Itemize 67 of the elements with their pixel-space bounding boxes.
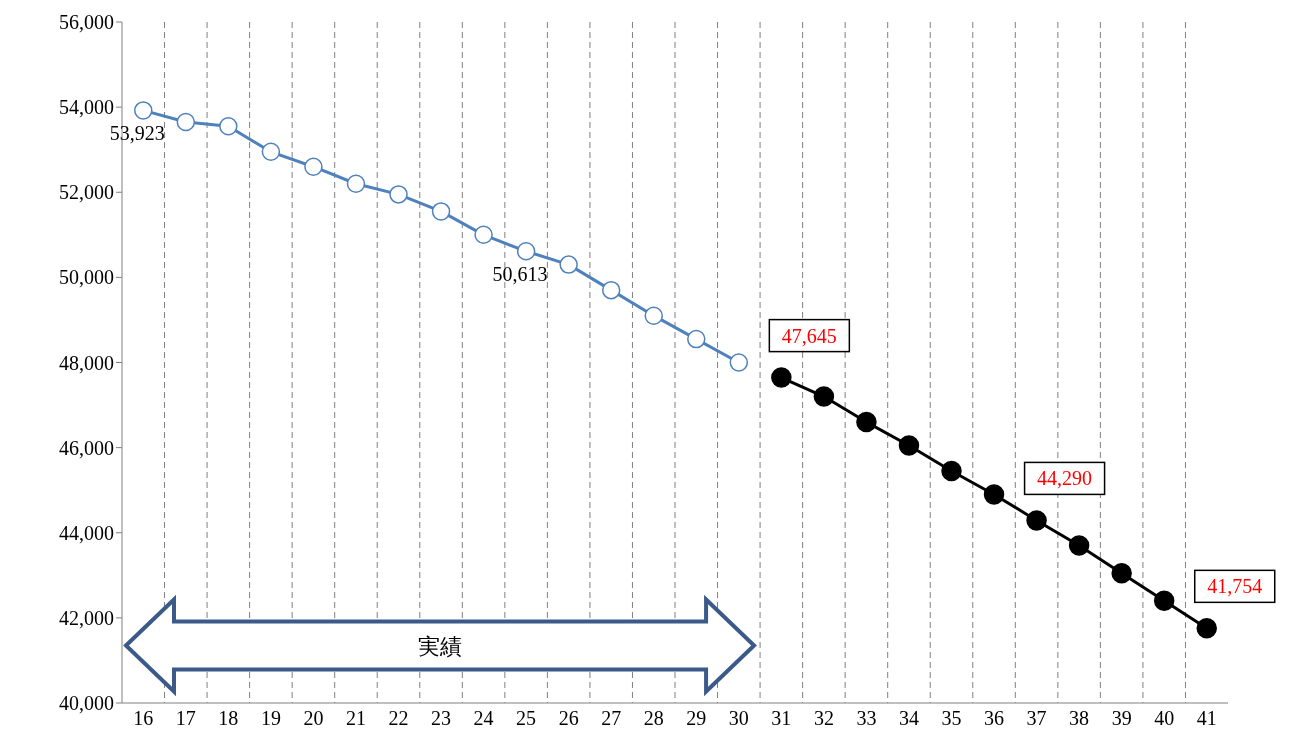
point bbox=[474, 225, 493, 245]
data-label: 41,754 bbox=[1207, 575, 1263, 598]
y-tick-label: 40,000 bbox=[59, 692, 114, 715]
x-tick-label: 24 bbox=[473, 707, 494, 730]
x-tick-label: 27 bbox=[601, 707, 622, 730]
annotation: 実績 bbox=[418, 633, 463, 659]
x-tick-label: 26 bbox=[558, 707, 579, 730]
point bbox=[304, 157, 323, 176]
x-tick-label: 20 bbox=[303, 707, 324, 730]
x-tick-label: 21 bbox=[345, 707, 366, 730]
point bbox=[729, 353, 749, 372]
y-tick-label: 52,000 bbox=[59, 181, 114, 204]
point bbox=[219, 117, 238, 136]
x-tick-label: 35 bbox=[941, 707, 962, 730]
x-tick-label: 30 bbox=[728, 707, 749, 730]
point bbox=[261, 142, 281, 162]
y-tick-label: 56,000 bbox=[59, 11, 114, 34]
data-label: 44,290 bbox=[1037, 467, 1093, 490]
x-tick-label: 37 bbox=[1026, 707, 1047, 730]
point bbox=[771, 367, 792, 388]
x-tick-label: 19 bbox=[260, 707, 281, 730]
x-tick-label: 33 bbox=[856, 707, 877, 730]
x-tick-label: 25 bbox=[516, 707, 537, 730]
data-label: 47,645 bbox=[781, 324, 837, 347]
point bbox=[1068, 535, 1090, 556]
data-label: 53,923 bbox=[109, 122, 165, 145]
point bbox=[134, 101, 153, 120]
x-tick-label: 39 bbox=[1111, 707, 1132, 730]
point bbox=[813, 386, 835, 407]
data-label: 50,613 bbox=[492, 263, 548, 286]
point bbox=[346, 174, 366, 193]
x-tick-label: 36 bbox=[984, 707, 1005, 730]
x-tick-label: 22 bbox=[388, 707, 409, 730]
point bbox=[644, 306, 663, 325]
point bbox=[1153, 590, 1175, 612]
x-tick-label: 34 bbox=[898, 707, 919, 730]
point bbox=[983, 484, 1005, 505]
x-tick-label: 38 bbox=[1069, 707, 1090, 730]
y-tick-label: 50,000 bbox=[59, 266, 114, 289]
x-tick-label: 31 bbox=[771, 707, 792, 730]
x-tick-label: 18 bbox=[218, 707, 239, 730]
point bbox=[941, 460, 962, 482]
x-tick-label: 23 bbox=[431, 707, 452, 730]
y-tick-label: 48,000 bbox=[59, 351, 114, 374]
x-tick-label: 29 bbox=[686, 707, 707, 730]
point bbox=[559, 255, 578, 274]
y-tick-label: 42,000 bbox=[59, 606, 114, 629]
point bbox=[389, 185, 408, 204]
point bbox=[431, 202, 451, 221]
x-tick-label: 41 bbox=[1196, 707, 1217, 730]
point bbox=[176, 112, 196, 132]
y-tick-label: 44,000 bbox=[59, 521, 114, 544]
point bbox=[1111, 562, 1132, 584]
point bbox=[856, 411, 877, 433]
y-tick-label: 54,000 bbox=[59, 96, 114, 119]
point bbox=[687, 329, 706, 349]
point bbox=[601, 280, 621, 300]
x-tick-label: 32 bbox=[813, 707, 834, 730]
y-tick-label: 46,000 bbox=[59, 436, 114, 459]
point bbox=[898, 435, 920, 456]
point bbox=[516, 242, 536, 261]
x-tick-label: 16 bbox=[133, 707, 154, 730]
x-tick-label: 28 bbox=[643, 707, 664, 730]
point bbox=[1026, 510, 1047, 531]
x-tick-label: 17 bbox=[175, 707, 196, 730]
x-tick-label: 40 bbox=[1154, 707, 1175, 730]
point bbox=[1196, 618, 1217, 639]
